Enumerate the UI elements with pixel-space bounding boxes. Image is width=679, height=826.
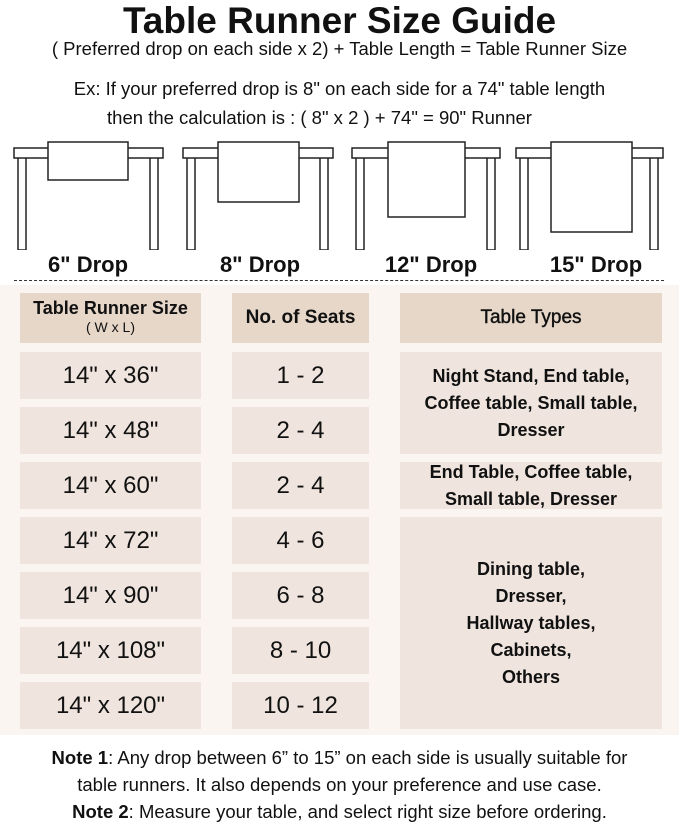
size-cell: 14" x 120" bbox=[20, 682, 201, 729]
header-seats: No. of Seats bbox=[232, 293, 369, 343]
example-line-1: Ex: If your preferred drop is 8" on each… bbox=[73, 78, 606, 99]
header-size: Table Runner Size ( W x L) bbox=[20, 293, 201, 343]
runner-drop-8 bbox=[217, 141, 300, 203]
types-cell-1: Night Stand, End table, Coffee table, Sm… bbox=[400, 352, 662, 454]
size-cell: 14" x 48" bbox=[20, 407, 201, 454]
header-size-label: Table Runner Size bbox=[33, 298, 188, 318]
table-diagram-15 bbox=[515, 141, 664, 250]
size-cell: 14" x 108" bbox=[20, 627, 201, 674]
note-1-label: Note 1 bbox=[51, 747, 109, 768]
header-size-sub: ( W x L) bbox=[86, 319, 135, 335]
seats-cell: 2 - 4 bbox=[232, 407, 369, 454]
runner-drop-12 bbox=[387, 141, 466, 218]
size-cell: 14" x 60" bbox=[20, 462, 201, 509]
table-diagram-6 bbox=[13, 141, 164, 250]
formula-text: ( Preferred drop on each side x 2) + Tab… bbox=[51, 38, 628, 59]
drop-label-12: 12" Drop bbox=[384, 252, 478, 277]
seats-cell: 10 - 12 bbox=[232, 682, 369, 729]
table-diagram-12 bbox=[351, 141, 501, 250]
drop-diagrams bbox=[13, 141, 664, 250]
note-1-cont: table runners. It also depends on your p… bbox=[77, 774, 602, 795]
seats-cell: 8 - 10 bbox=[232, 627, 369, 674]
table-diagram-8 bbox=[182, 141, 334, 250]
runner-drop-15 bbox=[550, 141, 633, 233]
size-cell: 14" x 36" bbox=[20, 352, 201, 399]
types-cell-3: Dining table, Dresser, Hallway tables, C… bbox=[400, 517, 662, 729]
types-cell-2: End Table, Coffee table, Small table, Dr… bbox=[400, 462, 662, 509]
note-1: Note 1: Any drop between 6” to 15” on ea… bbox=[0, 745, 679, 771]
drop-label-15: 15" Drop bbox=[549, 252, 643, 277]
seats-cell: 1 - 2 bbox=[232, 352, 369, 399]
note-2-text: : Measure your table, and select right s… bbox=[128, 801, 607, 822]
seats-cell: 4 - 6 bbox=[232, 517, 369, 564]
seats-cell: 2 - 4 bbox=[232, 462, 369, 509]
header-types: Table Types bbox=[400, 293, 662, 343]
example-line-2: then the calculation is : ( 8" x 2 ) + 7… bbox=[107, 107, 532, 128]
note-1-text: : Any drop between 6” to 15” on each sid… bbox=[108, 747, 628, 768]
page-title: Table Runner Size Guide bbox=[122, 0, 557, 41]
note-2-label: Note 2 bbox=[72, 801, 129, 822]
drop-label-6: 6" Drop bbox=[47, 252, 129, 277]
size-cell: 14" x 72" bbox=[20, 517, 201, 564]
divider bbox=[14, 280, 664, 281]
drop-label-8: 8" Drop bbox=[219, 252, 301, 277]
runner-drop-6 bbox=[47, 141, 129, 181]
note-2: Note 2: Measure your table, and select r… bbox=[0, 799, 679, 825]
size-cell: 14" x 90" bbox=[20, 572, 201, 619]
seats-cell: 6 - 8 bbox=[232, 572, 369, 619]
